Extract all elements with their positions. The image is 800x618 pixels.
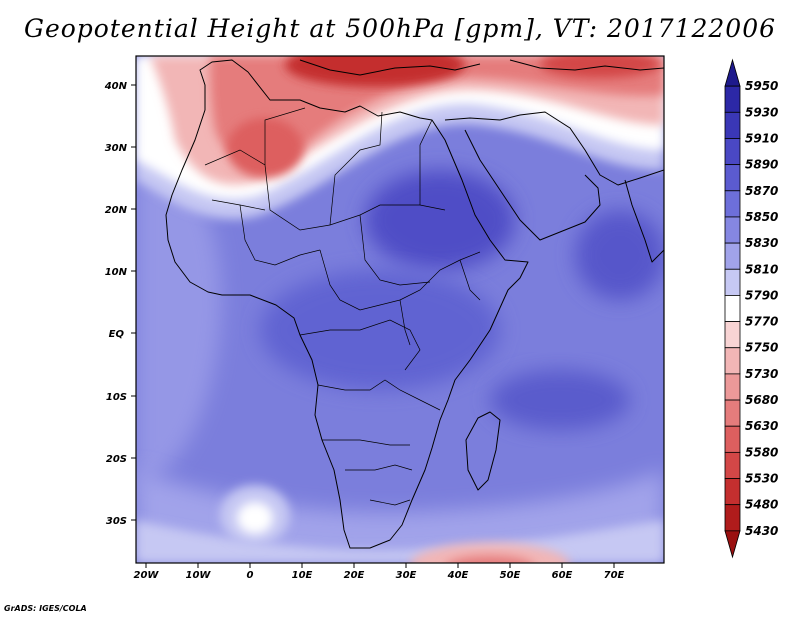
- colorbar-box: [724, 347, 741, 375]
- colorbar-box: [724, 164, 741, 192]
- field-west-band: [136, 159, 222, 491]
- mediterranean-north-coast: [299, 59, 481, 76]
- colorbar-level-label: 5790: [745, 288, 778, 302]
- colorbar-labels: 5950 5930 5910 5890 5870 5850 5830 5810 5790 5770…: [745, 79, 778, 538]
- lat-label: 40N: [104, 81, 128, 92]
- lon-label: 10W: [186, 570, 212, 581]
- map-frame: [135, 55, 665, 564]
- lon-label: 0: [247, 570, 254, 581]
- coastlines: [165, 59, 664, 549]
- colorbar-box: [724, 295, 741, 322]
- colorbar-box: [724, 268, 741, 296]
- colorbar-box: [724, 373, 741, 401]
- caspian-region-coast: [509, 59, 664, 71]
- colorbar-box: [724, 138, 741, 166]
- colorbar-level-label: 5890: [745, 158, 778, 172]
- colorbar-top-triangle: [724, 58, 741, 87]
- colorbar-boxes: [724, 58, 741, 559]
- colorbar-box: [724, 216, 741, 244]
- colorbar-box: [724, 242, 741, 270]
- lat-label: 30N: [105, 143, 128, 154]
- lat-label: 20N: [105, 205, 128, 216]
- grads-credit: GrADS: IGES/COLA: [4, 604, 87, 613]
- lat-label: EQ: [109, 329, 125, 340]
- lat-label: 10S: [106, 392, 127, 403]
- axis-ticks: [131, 84, 615, 568]
- lon-label: 20W: [134, 570, 160, 581]
- madagascar-coastline: [465, 411, 501, 491]
- colorbar-level-label: 5910: [745, 131, 778, 145]
- colorbar-level-label: 5810: [745, 262, 778, 276]
- colorbar-level-label: 5430: [745, 524, 778, 538]
- colorbar-level-label: 5580: [745, 445, 778, 459]
- lon-label: 60E: [552, 570, 573, 581]
- colorbar-level-label: 5950: [745, 79, 778, 93]
- india-coast: [624, 179, 664, 263]
- field-indian-ocean-high: [490, 370, 630, 430]
- field-sudan-high: [365, 170, 515, 270]
- colorbar-box: [724, 425, 741, 453]
- colorbar-level-label: 5830: [745, 236, 778, 250]
- colorbar-box: [724, 321, 741, 349]
- colorbar-level-label: 5730: [745, 367, 778, 381]
- field-south-atlantic-high: [237, 502, 273, 534]
- colorbar-box: [724, 399, 741, 427]
- colorbar-level-label: 5480: [745, 498, 778, 512]
- colorbar-level-label: 5850: [745, 210, 778, 224]
- lat-label: 10N: [105, 267, 128, 278]
- longitude-labels: 20W 10W 0 10E 20E 30E 40E 50E 60E 70E: [134, 570, 625, 581]
- lat-label: 20S: [106, 454, 127, 465]
- arabia-peninsula: [464, 129, 601, 241]
- colorbar-box: [724, 111, 741, 139]
- map-title: Geopotential Height at 500hPa [gpm], VT:…: [23, 14, 777, 43]
- country-borders: [204, 107, 481, 506]
- colorbar-box: [724, 85, 741, 113]
- latitude-labels: 40N 30N 20N 10N EQ 10S 20S 30S: [104, 81, 128, 527]
- colorbar-bottom-triangle: [724, 530, 741, 559]
- lon-label: 40E: [447, 570, 469, 581]
- colorbar-level-label: 5530: [745, 472, 778, 486]
- colorbar-box: [724, 451, 741, 479]
- colorbar-level-label: 5680: [745, 393, 778, 407]
- colorbar-level-label: 5870: [745, 184, 778, 198]
- field-central-africa: [260, 270, 500, 390]
- colorbar-box: [724, 478, 741, 506]
- lon-label: 20E: [344, 570, 365, 581]
- lon-label: 50E: [500, 570, 521, 581]
- lon-label: 30E: [396, 570, 417, 581]
- field-southern-low-outer: [410, 543, 570, 563]
- lat-label: 30S: [106, 516, 127, 527]
- colorbar-level-label: 5630: [745, 419, 778, 433]
- colorbar-box: [724, 190, 741, 218]
- lon-label: 10E: [292, 570, 313, 581]
- contour-field: [136, 56, 664, 563]
- colorbar-level-label: 5750: [745, 341, 778, 355]
- colorbar-level-label: 5930: [745, 105, 778, 119]
- field-southern-low-inner: [449, 556, 531, 563]
- colorbar-level-label: 5770: [745, 315, 778, 329]
- colorbar-box: [724, 504, 741, 532]
- lon-label: 70E: [604, 570, 625, 581]
- field-north-red: [210, 56, 664, 166]
